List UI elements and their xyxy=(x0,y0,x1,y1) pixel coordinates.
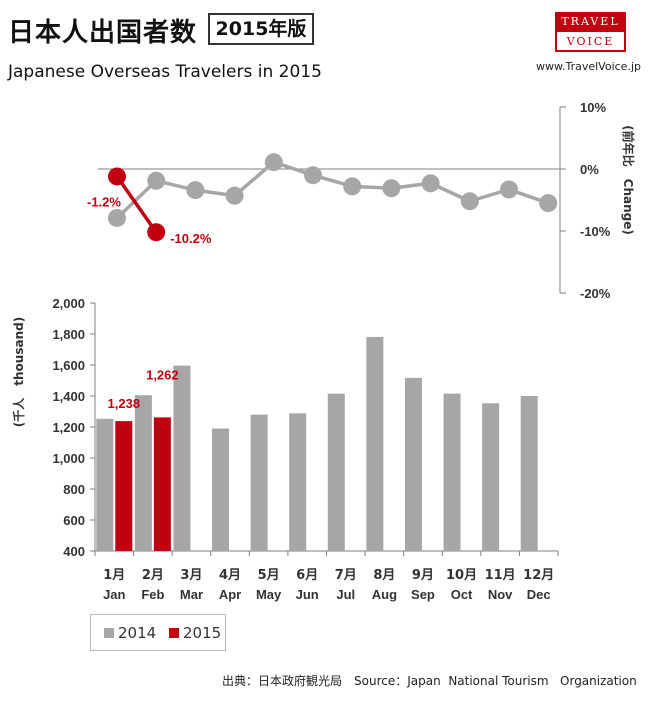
data-label-2015-jan: 1,238 xyxy=(108,396,141,411)
bar-2014-oct xyxy=(443,393,461,551)
x-tick-label-en: Aug xyxy=(372,587,397,602)
bar-y-tick-label: 1,600 xyxy=(52,358,85,373)
line-y-tick-label: 10% xyxy=(580,100,606,115)
line-y-tick-label: -20% xyxy=(580,286,611,301)
x-tick-label-ja: 3月 xyxy=(180,568,202,583)
series-2014-point xyxy=(264,153,283,172)
bar-y-tick-label: 600 xyxy=(63,513,85,528)
bar-2014-sep xyxy=(404,377,422,551)
series-2014-point xyxy=(500,180,518,199)
data-label-feb-change: -10.2% xyxy=(170,231,212,246)
series-2014-point xyxy=(186,181,205,200)
bar-y-axis-label: (千人 thousand) xyxy=(11,317,26,427)
bar-2014-may xyxy=(250,414,268,551)
x-tick-label-en: Jul xyxy=(336,587,355,602)
x-tick-label-ja: 12月 xyxy=(523,568,554,583)
bar-y-tick-label: 400 xyxy=(63,544,85,559)
bar-2014-apr xyxy=(212,428,230,551)
x-tick-label-ja: 5月 xyxy=(258,568,280,583)
line-y-tick-label: -10% xyxy=(580,224,611,239)
bar-2014-jul xyxy=(327,393,345,551)
source-note: 出典：日本政府観光局 Source：Japan National Tourism… xyxy=(222,674,637,688)
edition-badge: 2015年版 xyxy=(208,13,314,45)
x-tick-label-ja: 1月 xyxy=(103,568,125,583)
x-tick-label-ja: 10月 xyxy=(446,568,477,583)
x-tick-label-ja: 9月 xyxy=(412,568,434,583)
bar-y-tick-label: 2,000 xyxy=(52,296,85,311)
legend: 2014 2015 xyxy=(90,614,226,651)
bar-2014-nov xyxy=(482,403,500,551)
x-tick-label-en: Jun xyxy=(296,587,319,602)
x-tick-label-en: May xyxy=(256,587,282,602)
series-2015-point xyxy=(147,223,166,242)
bar-y-tick-label: 1,400 xyxy=(52,389,85,404)
bar-2015-feb xyxy=(153,417,171,551)
x-tick-label-ja: 7月 xyxy=(335,568,357,583)
x-tick-label-en: Feb xyxy=(141,587,164,602)
line-y-axis-label: (前年比 Change) xyxy=(621,125,636,235)
travelvoice-logo[interactable]: TRAVEL VOICE xyxy=(555,12,626,52)
bar-y-tick-label: 1,200 xyxy=(52,420,85,435)
x-tick-label-en: Mar xyxy=(180,587,203,602)
series-2014-point xyxy=(108,208,126,227)
bar-2014-mar xyxy=(173,365,191,551)
series-2015-line xyxy=(115,175,158,234)
legend-label-2014: 2014 xyxy=(118,624,157,642)
data-label-2015-feb: 1,262 xyxy=(146,367,179,382)
x-tick-label-ja: 8月 xyxy=(373,568,395,583)
x-tick-label-ja: 6月 xyxy=(296,568,318,583)
series-2014-point xyxy=(343,177,362,196)
legend-label-2015: 2015 xyxy=(183,624,222,642)
bar-2014-aug xyxy=(366,336,384,551)
x-tick-label-en: Apr xyxy=(219,587,241,602)
series-2014-point xyxy=(147,171,166,190)
x-tick-label-en: Jan xyxy=(103,587,125,602)
bar-2014-dec xyxy=(520,396,538,551)
site-url[interactable]: www.TravelVoice.jp xyxy=(536,60,641,73)
series-2014-point xyxy=(225,186,244,205)
bar-2014-jun xyxy=(289,413,307,551)
bar-y-tick-label: 1,800 xyxy=(52,327,85,342)
x-tick-label-ja: 2月 xyxy=(142,568,164,583)
series-2014-point xyxy=(304,166,322,185)
chart-subtitle: Japanese Overseas Travelers in 2015 xyxy=(8,62,322,82)
series-2014-point xyxy=(421,174,440,193)
x-tick-label-ja: 4月 xyxy=(219,568,241,583)
series-2014-point xyxy=(382,179,401,198)
x-tick-label-en: Nov xyxy=(488,587,513,602)
x-tick-label-ja: 11月 xyxy=(485,568,516,583)
bar-2014-jan xyxy=(96,418,114,551)
legend-swatch-2015 xyxy=(169,628,179,638)
series-2014-point xyxy=(460,192,479,211)
x-tick-label-en: Oct xyxy=(451,587,473,602)
x-tick-label-en: Sep xyxy=(411,587,435,602)
data-label-jan-change: -1.2% xyxy=(87,194,121,209)
line-y-tick-label: 0% xyxy=(580,162,599,177)
series-2014-line xyxy=(115,160,549,220)
series-2014-point xyxy=(539,194,558,213)
bar-y-tick-label: 1,000 xyxy=(52,451,85,466)
page-title: 日本人出国者数 xyxy=(8,18,198,48)
bar-y-tick-label: 800 xyxy=(63,482,85,497)
x-tick-label-en: Dec xyxy=(527,587,551,602)
logo-top-text: TRAVEL xyxy=(555,12,626,32)
bar-2015-jan xyxy=(115,421,133,551)
series-2015-point xyxy=(108,167,126,186)
logo-bottom-text: VOICE xyxy=(566,35,615,48)
legend-swatch-2014 xyxy=(104,628,114,638)
bar-2014-feb xyxy=(134,395,152,551)
